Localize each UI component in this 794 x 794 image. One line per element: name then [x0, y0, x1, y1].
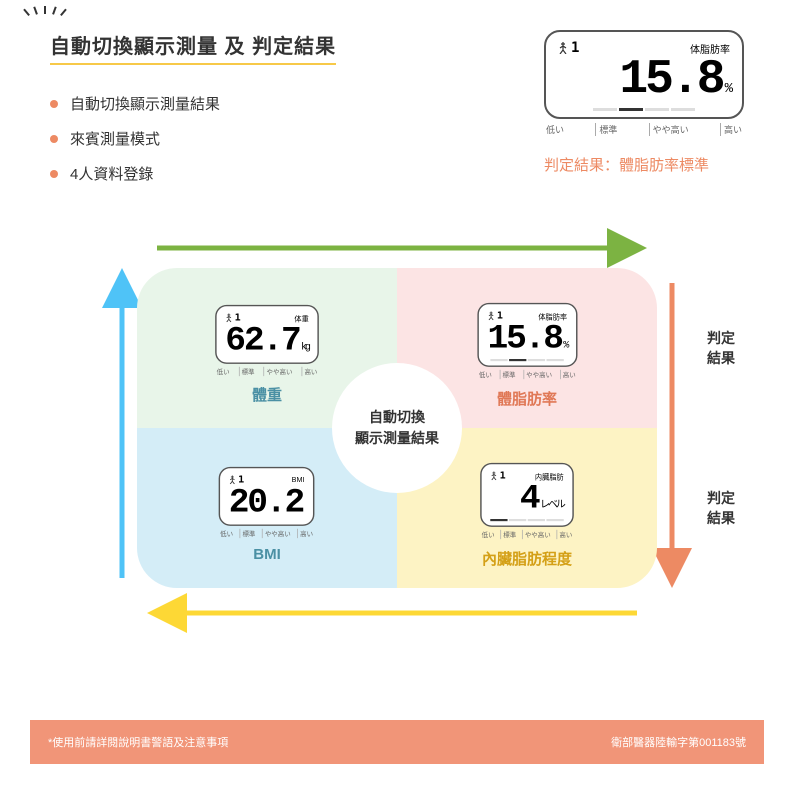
quad-label: BMI — [253, 546, 281, 563]
feature-text: 4人資料登錄 — [70, 163, 153, 184]
top-display-panel: 1体脂肪率 15.8% 低い標準やや高い高い 判定結果：體脂肪率標準 — [544, 30, 744, 175]
quad-label: 體脂肪率 — [497, 388, 557, 409]
display-value: 62.7kg — [225, 324, 309, 359]
user-icon: 1 — [490, 470, 505, 482]
lcd-display: 1体脂肪率 15.8% — [477, 302, 577, 366]
bullet-icon — [50, 135, 58, 143]
display-header: 内臓脂肪 — [535, 470, 564, 481]
lcd-display: 1BMI 20.2 — [219, 467, 315, 526]
feature-text: 來賓測量模式 — [70, 128, 160, 149]
side-label-1: 判定結果 — [707, 328, 735, 368]
footer-right: 衛部醫器陸輸字第001183號 — [611, 734, 746, 750]
bullet-icon — [50, 100, 58, 108]
center-label: 自動切換顯示測量結果 — [332, 363, 462, 493]
footer-bar: *使用前請詳閱說明書警語及注意事項 衛部醫器陸輸字第001183號 — [30, 720, 764, 764]
lcd-display: 1体脂肪率 15.8% — [544, 30, 744, 119]
display-value: 15.8% — [487, 321, 567, 356]
title-decoration: 自動切換顯示測量 及 判定結果 — [50, 30, 336, 65]
display-value: 20.2 — [229, 486, 305, 521]
result-text: 判定結果：體脂肪率標準 — [544, 154, 744, 175]
cycle-diagram: 1体重 62.7kg 低い標準やや高い高い 體重 1体脂肪率 15.8% 低い標… — [107, 238, 687, 618]
lcd-display: 1体重 62.7kg — [215, 305, 319, 364]
user-icon: 1 — [558, 40, 579, 56]
page-title: 自動切換顯示測量 及 判定結果 — [50, 30, 336, 65]
side-label-2: 判定結果 — [707, 488, 735, 528]
quad-label: 體重 — [252, 384, 282, 405]
display-value: 4レベル — [490, 481, 563, 516]
feature-list: 自動切換顯示測量結果來賓測量模式 4人資料登錄 — [50, 93, 544, 184]
quad-label: 內臟脂肪程度 — [482, 548, 572, 569]
bullet-icon — [50, 170, 58, 178]
feature-item: 來賓測量模式 — [50, 128, 544, 149]
feature-text: 自動切換顯示測量結果 — [70, 93, 220, 114]
display-value: 15.8% — [558, 56, 730, 104]
footer-left: *使用前請詳閱說明書警語及注意事項 — [48, 734, 228, 750]
feature-item: 自動切換顯示測量結果 — [50, 93, 544, 114]
lcd-display: 1 内臓脂肪 4レベル — [480, 462, 574, 526]
feature-item: 4人資料登錄 — [50, 163, 544, 184]
